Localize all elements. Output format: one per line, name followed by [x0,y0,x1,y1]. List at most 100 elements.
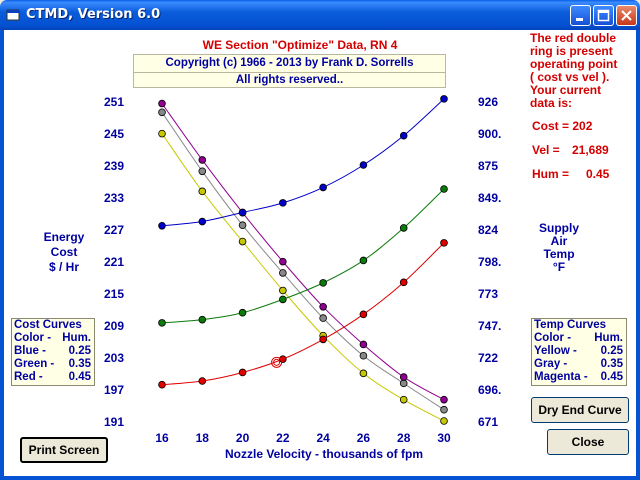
cost-point-blue [399,131,408,140]
y-left-tick-label: 251 [104,95,124,109]
close-window-button[interactable] [616,5,637,26]
y-left-label-line: Energy [43,230,85,244]
y-left-label-line: Cost [50,245,78,259]
y-right-tick-label: 926 [478,95,498,109]
legend-row-value: 0.45 [68,371,91,383]
x-tick-label: 20 [236,431,250,445]
y-right-label-line: Supply [538,221,579,235]
temp-point-magenta [440,395,448,404]
legend-row-label: Red - [14,371,43,383]
rights-text: All rights reserved.. [235,74,344,86]
x-tick-label: 22 [276,431,290,445]
cost-point-green [158,319,166,327]
cost-point-green [359,256,368,265]
temp-point-gray [158,108,166,117]
vel-label: Vel = [532,143,560,157]
section-title: WE Section "Optimize" Data, RN 4 [202,38,398,52]
window-frame-left [0,30,4,480]
temp-point-yellow [279,286,287,295]
minimize-button[interactable] [570,5,591,26]
y-right-tick-label: 773 [478,287,498,301]
hum-label: Hum = [532,167,570,181]
temp-point-magenta [279,257,287,266]
y-right-tick-label: 747. [478,319,501,333]
cost-readout: Cost = 202 [532,119,593,133]
cost-curves-legend: Cost Curves Color - Hum. Blue - 0.25 Gre… [11,318,95,386]
temp-point-yellow [440,417,448,425]
maximize-button[interactable] [593,5,614,26]
y-right-tick-label: 824 [478,223,498,237]
y-right-tick-label: 875 [478,159,498,173]
cost-point-green [440,185,448,193]
y-left-tick-label: 209 [104,319,124,333]
y-right-tick-label: 722 [478,351,498,365]
y-right-label-line: °F [552,260,566,274]
legend-header-left: Color - [534,332,572,344]
window-title: CTMD, Version 6.0 [26,7,161,22]
temp-point-gray [198,167,207,176]
cost-point-green [319,279,327,287]
info-line: data is: [530,96,573,110]
y-left-tick-label: 239 [104,159,124,173]
y-right-tick-label: 900. [478,127,501,141]
legend-row-value: 0.45 [600,371,623,383]
close-button[interactable]: Close [547,429,629,455]
maximize-icon [597,9,610,22]
hum-value: 0.45 [586,167,610,181]
minimize-icon [576,18,583,21]
cost-point-blue [238,208,247,217]
print-screen-button[interactable]: Print Screen [20,437,108,463]
info-line: The red double [530,31,617,45]
legend-row-label: Blue - [14,345,46,357]
y-left-tick-label: 245 [104,127,124,141]
cost-point-red [238,368,247,377]
y-right-tick-label: 671 [478,415,498,429]
temp-point-magenta [399,373,408,381]
cost-point-green [238,308,247,317]
temp-point-gray [440,405,448,414]
cost-point-blue [158,222,166,230]
temp-point-magenta [198,156,207,164]
legend-title: Cost Curves [14,319,82,331]
legend-header-left: Color - [14,332,52,344]
temp-point-yellow [359,369,368,378]
temp-point-yellow [238,237,247,246]
operating-point-outer-ring [271,356,283,368]
cost-point-blue [279,199,287,207]
x-tick-label: 18 [196,431,210,445]
temp-point-yellow [158,129,166,138]
cost-point-blue [319,183,327,192]
temp-point-magenta [319,303,327,311]
y-left-label-line: $ / Hr [48,260,79,274]
y-left-tick-label: 233 [104,191,124,205]
temp-point-yellow [198,187,207,196]
temp-line-magenta [161,103,445,401]
y-right-tick-label: 798. [478,255,501,269]
y-left-tick-label: 197 [104,383,124,397]
y-right-tick-label: 696. [478,383,501,397]
temp-point-gray [238,221,247,230]
temp-curves-legend: Temp Curves Color - Hum. Yellow - 0.25 G… [531,318,627,386]
x-tick-label: 26 [357,431,371,445]
temp-point-yellow [399,395,408,404]
cost-point-blue [440,95,448,103]
temp-point-magenta [158,99,166,108]
x-tick-label: 24 [316,431,330,445]
cost-point-red [359,310,368,319]
info-note: The red double ring is present operating… [530,32,635,110]
y-right-label-line: Temp [543,247,575,261]
cost-point-green [399,224,408,232]
info-line: ring is present [530,44,613,58]
temp-point-magenta [359,340,368,349]
y-left-tick-label: 215 [104,287,124,301]
dry-end-curve-button[interactable]: Dry End Curve [531,397,629,423]
x-tick-label: 28 [397,431,411,445]
legend-row-label: Gray - [534,358,568,370]
temp-point-gray [399,379,408,388]
legend-row-value: 0.35 [600,358,623,370]
cost-line-green [161,188,445,324]
x-axis-label: Nozzle Velocity - thousands of fpm [225,447,423,461]
title-bar[interactable]: CTMD, Version 6.0 [0,0,640,30]
